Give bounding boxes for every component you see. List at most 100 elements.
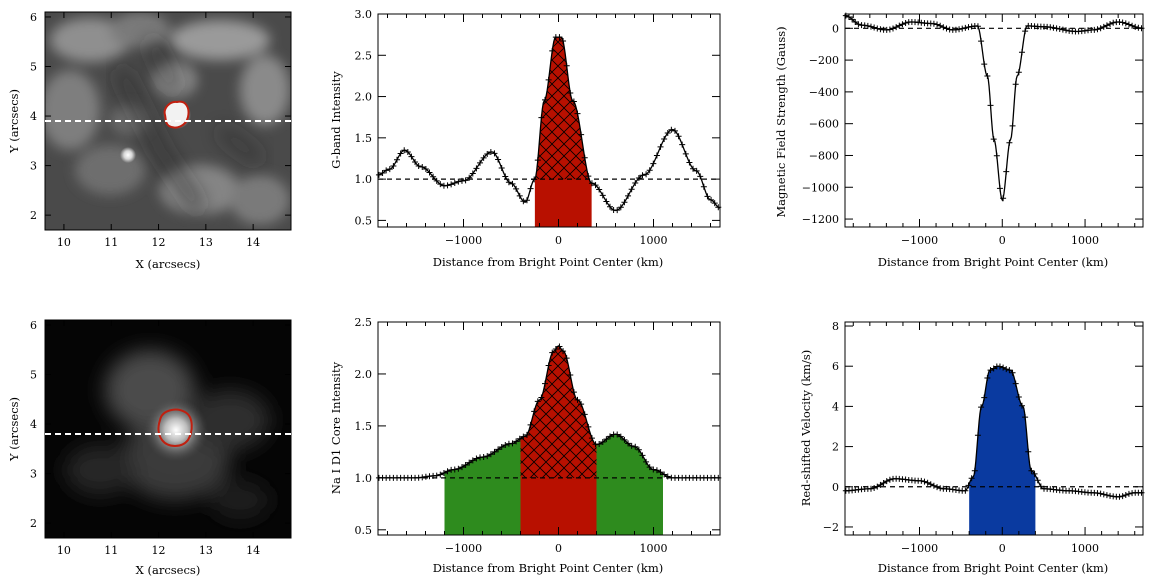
data-point	[1015, 69, 1022, 76]
data-point	[433, 472, 440, 479]
data-point	[1132, 23, 1139, 30]
data-point	[867, 23, 874, 30]
bfield-profile-chart: Distance from Bright Point Center (km) M…	[774, 12, 1145, 269]
data-point	[538, 114, 545, 121]
data-markers	[842, 12, 1145, 202]
data-point	[422, 473, 429, 480]
data-point	[1125, 21, 1132, 28]
hatched-region	[534, 37, 592, 227]
data-point	[657, 143, 664, 150]
data-point	[965, 482, 972, 489]
xtick-label: 0	[555, 234, 562, 247]
data-point	[495, 156, 502, 163]
data-point	[682, 150, 689, 157]
data-point	[538, 394, 545, 401]
data-point	[480, 154, 487, 161]
data-point	[1018, 402, 1025, 409]
data-point	[422, 166, 429, 173]
data-point	[996, 185, 1003, 192]
data-point	[1009, 369, 1016, 376]
data-point	[852, 19, 859, 26]
ytick-label: −1000	[802, 181, 839, 194]
data-point	[974, 432, 981, 439]
data-point	[509, 180, 516, 187]
xtick-label: −1000	[445, 542, 482, 555]
data-point	[426, 169, 433, 176]
image-xtick-label: 12	[152, 236, 166, 249]
ytick-label: 1.5	[355, 132, 373, 145]
data-point	[700, 183, 707, 190]
data-point	[581, 154, 588, 161]
data-point	[614, 207, 621, 214]
data-point	[556, 343, 563, 350]
data-point	[390, 162, 397, 169]
image-xtick-label: 10	[57, 236, 71, 249]
data-point	[383, 167, 390, 174]
data-point	[874, 25, 881, 32]
data-point	[930, 20, 937, 27]
data-point	[1037, 483, 1044, 490]
data-point	[974, 23, 981, 30]
data-point	[585, 173, 592, 180]
data-point	[886, 26, 893, 33]
data-point	[987, 367, 994, 374]
data-point	[679, 141, 686, 148]
image-xtick-label: 12	[152, 544, 166, 557]
data-point	[650, 466, 657, 473]
data-point	[1122, 492, 1129, 499]
data-point	[513, 438, 520, 445]
data-point	[1122, 20, 1129, 27]
data-point	[462, 462, 469, 469]
data-point	[1006, 139, 1013, 146]
data-point	[509, 440, 516, 447]
data-point	[563, 355, 570, 362]
plot-frame	[844, 13, 1144, 228]
data-markers	[375, 34, 722, 214]
data-point	[480, 454, 487, 461]
data-point	[1000, 195, 1007, 202]
data-point	[556, 34, 563, 41]
data-point	[1000, 364, 1007, 371]
data-point	[675, 133, 682, 140]
data-point	[487, 149, 494, 156]
data-point	[1018, 49, 1025, 56]
ytick-label: 2.5	[355, 49, 373, 62]
data-point	[1103, 22, 1110, 29]
data-point	[617, 433, 624, 440]
image-ytick-label: 2	[30, 517, 37, 530]
ytick-label: −600	[809, 118, 839, 131]
data-point	[1119, 493, 1126, 500]
data-point	[981, 61, 988, 68]
xtick-label: 1000	[1071, 234, 1099, 247]
data-point	[477, 159, 484, 166]
data-point	[527, 421, 534, 428]
data-point	[448, 181, 455, 188]
data-point	[653, 152, 660, 159]
data-point	[469, 170, 476, 177]
data-point	[552, 345, 559, 352]
data-point	[883, 478, 890, 485]
data-point	[918, 477, 925, 484]
xtick-label: 1000	[1071, 542, 1099, 555]
data-point	[956, 26, 963, 33]
data-point	[549, 47, 556, 54]
data-point	[599, 438, 606, 445]
plot-frame	[377, 321, 721, 536]
data-point	[534, 157, 541, 164]
image-xtick-label: 11	[104, 236, 118, 249]
data-point	[984, 72, 991, 79]
data-point	[1135, 24, 1142, 31]
data-point	[606, 203, 613, 210]
xtick-label: −1000	[445, 234, 482, 247]
ytick-label: 2.5	[355, 316, 373, 329]
data-line	[844, 14, 1144, 202]
velocity-profile-xlabel: Distance from Bright Point Center (km)	[878, 561, 1109, 575]
data-point	[661, 471, 668, 478]
data-markers	[842, 363, 1145, 500]
data-point	[1053, 25, 1060, 32]
data-point	[625, 440, 632, 447]
data-point	[1094, 26, 1101, 33]
data-point	[890, 25, 897, 32]
data-point	[959, 25, 966, 32]
data-point	[487, 451, 494, 458]
